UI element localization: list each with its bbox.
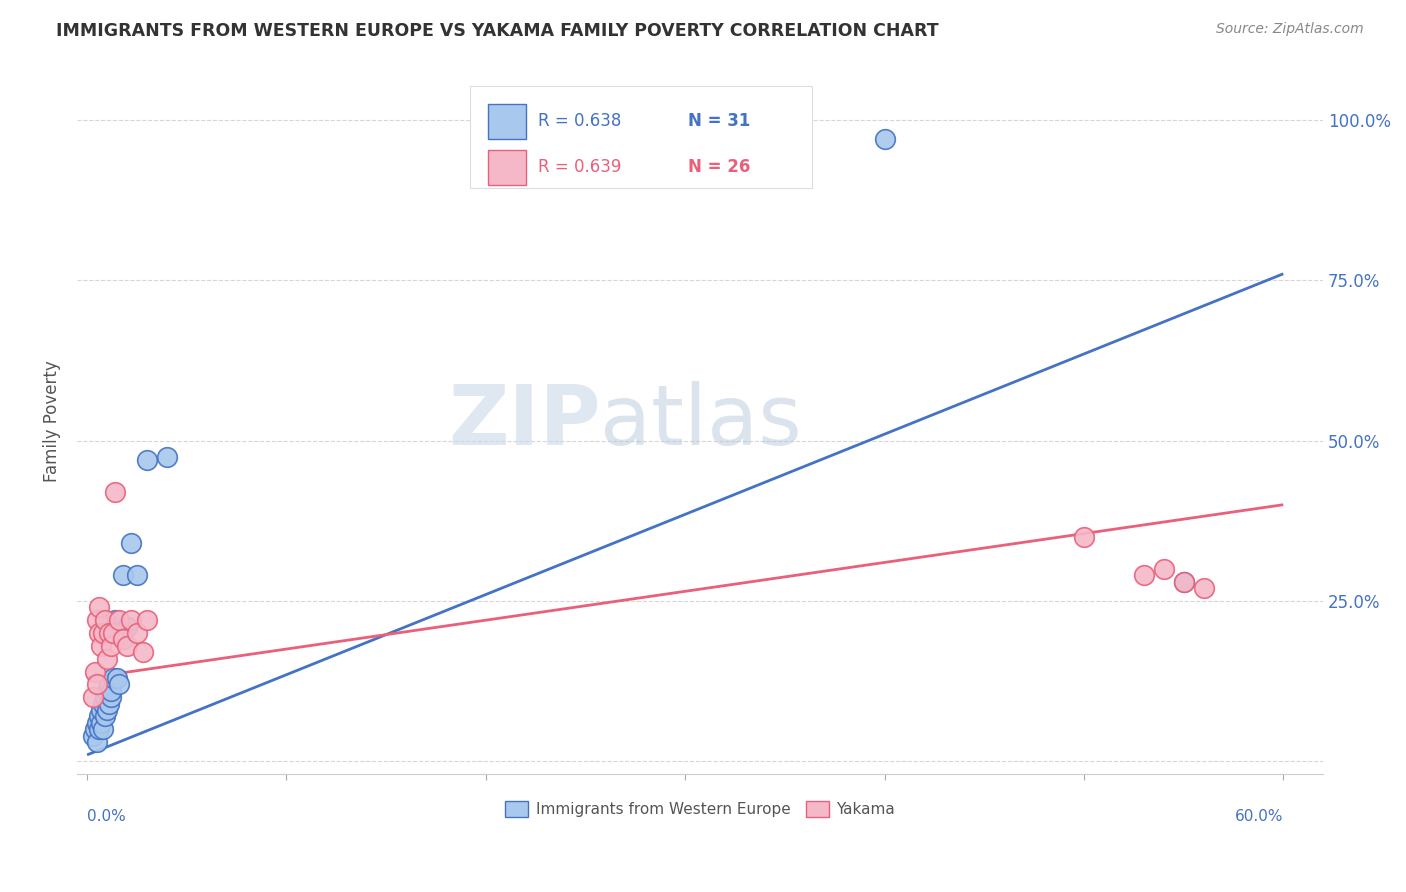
Point [125,568,148,582]
Point [110,626,132,640]
Point [115,619,138,633]
Point [96,683,118,698]
Point [98,697,121,711]
Point [86,613,108,627]
Point [94,709,117,723]
Point [101,626,124,640]
Y-axis label: Family Poverty: Family Poverty [44,360,60,483]
Point [115,639,138,653]
Point [82,690,104,705]
Point [86,715,108,730]
Text: ZIP: ZIP [449,381,600,462]
Text: 0.0%: 0.0% [87,809,125,824]
Point [87,723,110,737]
Text: Source: ZipAtlas.com: Source: ZipAtlas.com [1216,22,1364,37]
Point [96,703,118,717]
Point [94,613,117,627]
Point [94,690,117,705]
Point [86,677,108,691]
Point [90,715,112,730]
Bar [488,150,526,185]
Point [98,626,121,640]
Text: IMMIGRANTS FROM WESTERN EUROPE VS YAKAMA FAMILY POVERTY CORRELATION CHART: IMMIGRANTS FROM WESTERN EUROPE VS YAKAMA… [56,22,939,40]
Point [100,639,122,653]
Point [108,613,131,627]
Point [104,484,127,499]
Point [91,697,114,711]
Point [98,677,121,691]
Point [111,632,134,647]
Point [82,729,104,743]
Text: 60.0%: 60.0% [1234,809,1284,824]
Point [1192,581,1215,595]
Point [873,132,896,146]
Point [84,665,107,679]
Point [135,613,157,627]
Point [96,651,118,665]
Point [90,639,112,653]
Bar [488,103,526,139]
Text: N = 31: N = 31 [688,112,749,130]
Point [1173,574,1195,589]
Point [120,536,142,550]
Text: atlas: atlas [600,381,803,462]
Point [100,690,122,705]
FancyBboxPatch shape [470,87,813,188]
Point [1132,568,1154,582]
Point [135,452,157,467]
Point [90,703,112,717]
Point [87,709,110,723]
Point [120,613,142,627]
Point [111,568,134,582]
Text: N = 26: N = 26 [688,158,749,177]
Text: R = 0.639: R = 0.639 [538,158,621,177]
Point [101,671,124,685]
Point [1153,562,1175,576]
Point [87,626,110,640]
Point [108,677,131,691]
Point [86,735,108,749]
Point [100,683,122,698]
Point [104,613,127,627]
Point [125,626,148,640]
Point [91,723,114,737]
Legend: Immigrants from Western Europe, Yakama: Immigrants from Western Europe, Yakama [499,795,901,823]
Point [87,600,110,615]
Point [156,450,179,464]
Point [1173,574,1195,589]
Point [91,626,114,640]
Text: R = 0.638: R = 0.638 [538,112,621,130]
Point [84,723,107,737]
Point [132,645,155,659]
Point [1073,530,1095,544]
Point [105,671,128,685]
